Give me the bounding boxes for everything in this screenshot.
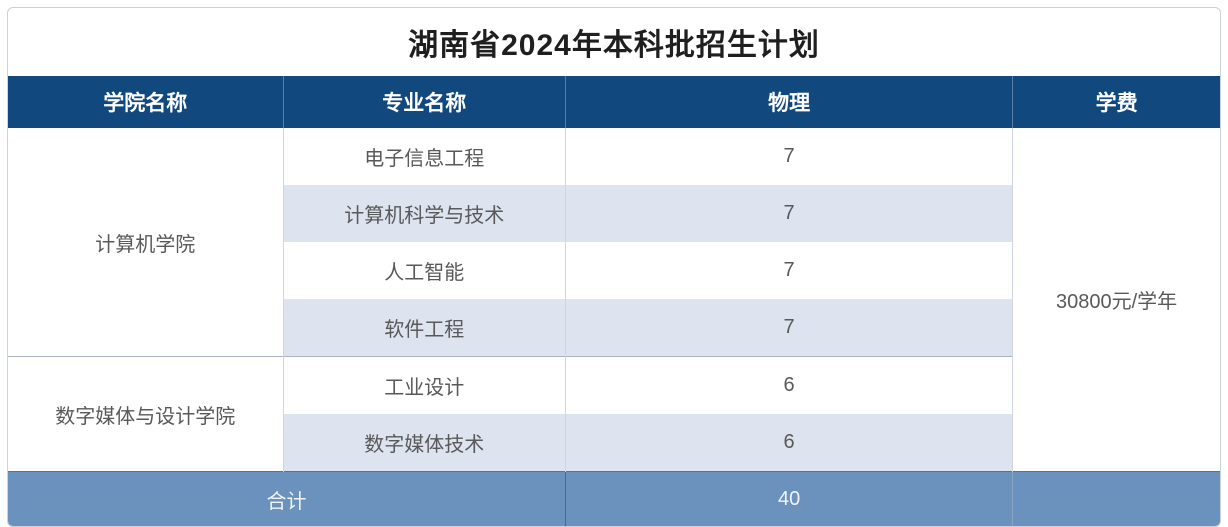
- header-cell-major: 专业名称: [283, 76, 567, 128]
- table-row: 计算机科学与技术 7: [8, 185, 1220, 242]
- major-cell: 工业设计: [283, 356, 567, 414]
- table-row: 计算机学院 电子信息工程 7 30800元/学年: [8, 128, 1220, 472]
- footer-total-label: 合计: [8, 471, 566, 526]
- table-row: 数字媒体技术 6: [8, 414, 1220, 472]
- physics-count-cell: 7: [565, 242, 1014, 299]
- table-row: 数字媒体与设计学院 工业设计 6: [8, 356, 1220, 472]
- major-cell: 软件工程: [283, 299, 567, 357]
- college-cell: 计算机学院: [8, 128, 284, 357]
- enrollment-plan-card: 湖南省2024年本科批招生计划 学院名称 专业名称 物理 学费 计算机学院 电子…: [7, 7, 1221, 527]
- footer-total-value: 40: [564, 471, 1013, 526]
- physics-count-cell: 6: [565, 414, 1014, 472]
- major-cell: 计算机科学与技术: [283, 185, 567, 242]
- header-cell-tuition: 学费: [1012, 76, 1220, 128]
- major-cell: 人工智能: [283, 242, 567, 299]
- college-cell: 数字媒体与设计学院: [8, 356, 284, 472]
- tuition-cell: 30800元/学年: [1012, 128, 1220, 472]
- physics-count-cell: 7: [565, 299, 1014, 357]
- major-cell: 电子信息工程: [283, 128, 567, 185]
- header-row: 学院名称 专业名称 物理 学费: [8, 76, 1220, 128]
- header-cell-physics: 物理: [565, 76, 1014, 128]
- page-title: 湖南省2024年本科批招生计划: [408, 29, 820, 62]
- footer-row: 合计 40: [8, 471, 1220, 526]
- physics-count-cell: 6: [565, 356, 1014, 414]
- footer-empty-cell: [1012, 471, 1220, 526]
- major-cell: 数字媒体技术: [283, 414, 567, 472]
- header-cell-college: 学院名称: [8, 76, 284, 128]
- table-row: 软件工程 7: [8, 299, 1220, 357]
- enrollment-table: 学院名称 专业名称 物理 学费 计算机学院 电子信息工程 7 30800元/学年…: [8, 76, 1220, 526]
- physics-count-cell: 7: [565, 128, 1014, 185]
- physics-count-cell: 7: [565, 185, 1014, 242]
- table-row: 人工智能 7: [8, 242, 1220, 299]
